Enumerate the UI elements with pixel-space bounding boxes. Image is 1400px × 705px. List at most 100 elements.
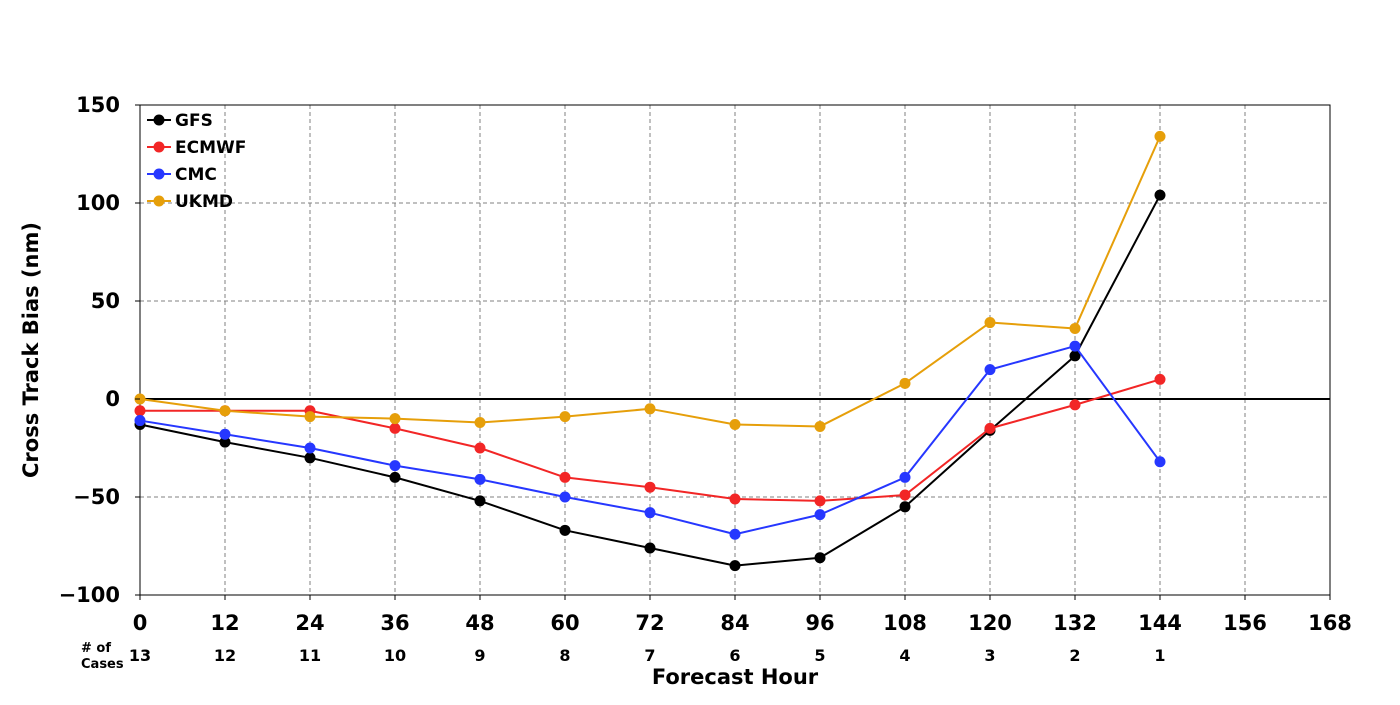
data-point-ukmd: [474, 417, 486, 429]
x-tick-label: 72: [635, 611, 664, 635]
x-axis-ticks: 0 12 24 36 48 60 72 84 96 108 120 132 144 156 168: [133, 595, 1352, 635]
case-count-label: 4: [899, 646, 910, 665]
series-cmc: [134, 340, 1166, 540]
case-count-label: 1: [1154, 646, 1165, 665]
grid-layer: [140, 105, 1330, 595]
data-point-gfs: [219, 436, 231, 448]
case-count-label: 13: [129, 646, 151, 665]
data-point-ukmd: [389, 413, 401, 425]
data-point-ecmwf: [559, 471, 571, 483]
data-point-ukmd: [729, 418, 741, 430]
y-tick-label: −100: [59, 583, 120, 607]
data-point-ecmwf: [814, 495, 826, 507]
data-point-ecmwf: [729, 493, 741, 505]
x-tick-label: 144: [1138, 611, 1182, 635]
data-point-ukmd: [304, 411, 316, 423]
legend: GFS ECMWF CMC UKMD: [147, 111, 246, 212]
legend-item-ecmwf: ECMWF: [147, 138, 246, 158]
data-point-gfs: [729, 560, 741, 572]
x-tick-label: 168: [1308, 611, 1352, 635]
case-count-label: 6: [729, 646, 740, 665]
data-point-gfs: [1069, 350, 1081, 362]
data-point-gfs: [1154, 189, 1166, 201]
y-axis-ticks: −100 −50 0 50 100 150: [59, 93, 140, 607]
data-point-gfs: [559, 524, 571, 536]
data-point-ecmwf: [134, 405, 146, 417]
legend-label: GFS: [175, 111, 213, 131]
x-tick-label: 96: [805, 611, 834, 635]
data-point-cmc: [814, 509, 826, 521]
data-point-cmc: [729, 528, 741, 540]
data-point-ecmwf: [1154, 373, 1166, 385]
data-point-ecmwf: [389, 422, 401, 434]
legend-marker: [153, 141, 165, 153]
y-tick-label: 0: [105, 387, 120, 411]
cases-title: # of: [81, 641, 111, 656]
data-point-ecmwf: [1069, 399, 1081, 411]
legend-marker: [153, 195, 165, 207]
data-point-ukmd: [1069, 322, 1081, 334]
case-count-label: 11: [299, 646, 321, 665]
data-point-ukmd: [1154, 130, 1166, 142]
data-point-cmc: [1154, 456, 1166, 468]
x-tick-label: 48: [465, 611, 494, 635]
data-point-ukmd: [644, 403, 656, 415]
case-count-label: 3: [984, 646, 995, 665]
case-count-label: 10: [384, 646, 406, 665]
cases-row: 13 12 11 10 9 8 7 6 5 4 3 2 1: [129, 646, 1166, 665]
data-point-cmc: [1069, 340, 1081, 352]
data-point-cmc: [644, 507, 656, 519]
data-point-cmc: [559, 491, 571, 503]
data-point-cmc: [219, 428, 231, 440]
legend-item-ukmd: UKMD: [147, 192, 233, 212]
case-count-label: 2: [1069, 646, 1080, 665]
case-count-label: 8: [559, 646, 570, 665]
x-tick-label: 0: [133, 611, 148, 635]
data-point-gfs: [899, 501, 911, 513]
x-tick-label: 156: [1223, 611, 1267, 635]
x-tick-label: 60: [550, 611, 579, 635]
data-point-gfs: [389, 471, 401, 483]
legend-marker: [153, 114, 165, 126]
data-point-ukmd: [899, 377, 911, 389]
data-point-gfs: [474, 495, 486, 507]
data-point-gfs: [304, 452, 316, 464]
legend-label: ECMWF: [175, 138, 246, 158]
data-point-ukmd: [984, 317, 996, 329]
data-point-cmc: [984, 364, 996, 376]
legend-item-gfs: GFS: [147, 111, 213, 131]
data-point-ukmd: [814, 420, 826, 432]
data-point-ukmd: [219, 405, 231, 417]
x-tick-label: 12: [210, 611, 239, 635]
legend-marker: [153, 168, 165, 180]
y-tick-label: 50: [91, 289, 120, 313]
series-layer: [134, 130, 1166, 572]
y-tick-label: −50: [73, 485, 120, 509]
x-tick-label: 84: [720, 611, 749, 635]
y-tick-label: 100: [76, 191, 120, 215]
data-point-ecmwf: [644, 481, 656, 493]
case-count-label: 12: [214, 646, 236, 665]
data-point-ecmwf: [474, 442, 486, 454]
case-count-label: 5: [814, 646, 825, 665]
y-axis-title: Cross Track Bias (nm): [19, 222, 43, 478]
data-point-cmc: [474, 473, 486, 485]
data-point-cmc: [389, 460, 401, 472]
data-point-cmc: [134, 415, 146, 427]
x-axis-title: Forecast Hour: [652, 665, 819, 689]
y-tick-label: 150: [76, 93, 120, 117]
data-point-cmc: [304, 442, 316, 454]
data-point-ecmwf: [899, 489, 911, 501]
cases-title: Cases: [81, 657, 124, 672]
x-tick-label: 24: [295, 611, 324, 635]
x-tick-label: 132: [1053, 611, 1097, 635]
case-count-label: 9: [474, 646, 485, 665]
data-point-cmc: [899, 471, 911, 483]
case-count-label: 7: [644, 646, 655, 665]
legend-label: UKMD: [175, 192, 233, 212]
legend-label: CMC: [175, 165, 217, 185]
x-tick-label: 108: [883, 611, 927, 635]
data-point-ukmd: [559, 411, 571, 423]
